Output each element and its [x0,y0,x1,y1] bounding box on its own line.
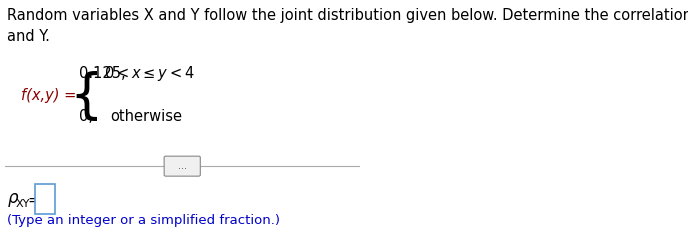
Text: XY: XY [16,199,30,209]
Text: f(x,y) =: f(x,y) = [21,88,76,103]
Text: Random variables X and Y follow the joint distribution given below. Determine th: Random variables X and Y follow the join… [7,8,688,45]
Text: ...: ... [178,161,186,171]
Text: 0.125,: 0.125, [79,66,126,81]
Text: $0 < x \leq y < 4$: $0 < x \leq y < 4$ [104,64,195,83]
FancyBboxPatch shape [34,184,54,214]
Text: $\rho$: $\rho$ [7,191,19,209]
Text: otherwise: otherwise [110,109,182,124]
Text: {: { [69,71,103,123]
Text: =: = [28,193,40,208]
Text: 0,: 0, [79,109,93,124]
FancyBboxPatch shape [164,156,200,176]
Text: (Type an integer or a simplified fraction.): (Type an integer or a simplified fractio… [7,214,280,227]
